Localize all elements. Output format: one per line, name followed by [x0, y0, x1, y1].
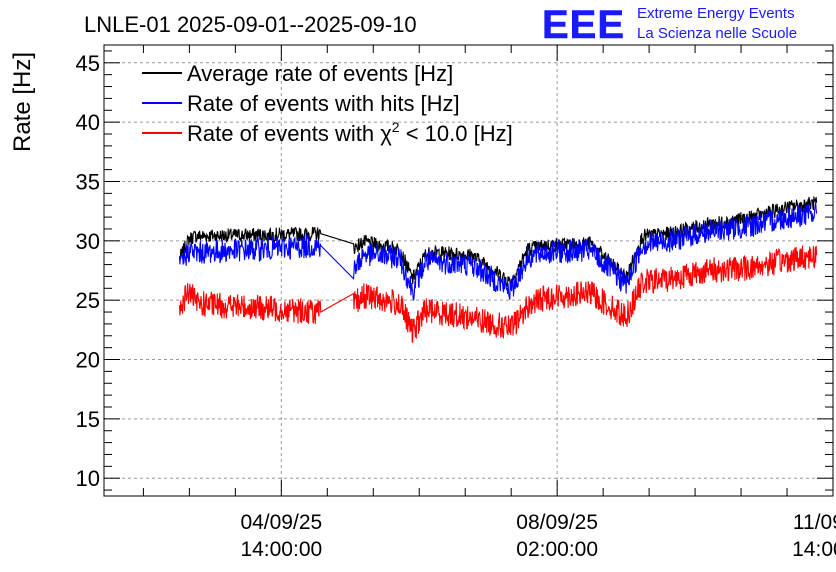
legend-chi2-suffix: < 10.0 [Hz]: [400, 121, 513, 146]
x-tick-label-date: 11/09/25: [793, 511, 836, 534]
plot-frame: [103, 44, 834, 497]
x-tick-label-time: 02:00:00: [516, 538, 598, 561]
legend-chi2-symbol: χ: [380, 121, 392, 146]
y-tick-label: 10: [76, 466, 100, 491]
legend: Average rate of events [Hz] Rate of even…: [142, 61, 513, 146]
legend-label-hits: Rate of events with hits [Hz]: [187, 91, 460, 116]
x-tick-label-date: 08/09/25: [516, 511, 598, 534]
series-line-1: [178, 202, 818, 301]
legend-chi2-prefix: Rate of events with: [187, 121, 380, 146]
y-tick-label: 35: [76, 169, 100, 194]
logo-mark: EEE: [542, 3, 625, 47]
logo-line1: Extreme Energy Events: [637, 5, 795, 22]
x-tick-label-time: 14:00:00: [240, 538, 322, 561]
legend-label-chi2: Rate of events with χ2 < 10.0 [Hz]: [187, 119, 513, 146]
legend-chi2-superscript: 2: [392, 119, 400, 135]
y-axis-title: Rate [Hz]: [9, 52, 36, 152]
grid-lines: [104, 45, 834, 496]
y-tick-label: 20: [76, 348, 100, 373]
y-tick-label: 40: [76, 110, 100, 135]
x-tick-label-time: 14:00:00: [792, 538, 836, 561]
x-axis: 04/09/25 14:00:00 08/09/25 02:00:00 11/09/25…: [142, 45, 836, 561]
x-tick-label-date: 04/09/25: [240, 511, 322, 534]
y-tick-label: 45: [76, 51, 100, 76]
logo-line2: La Scienza nelle Scuole: [637, 25, 797, 42]
series-group: [178, 196, 818, 343]
eee-logo: EEE Extreme Energy Events La Scienza nel…: [542, 3, 797, 48]
chart-title: LNLE-01 2025-09-01--2025-09-10: [84, 12, 417, 37]
legend-label-average: Average rate of events [Hz]: [187, 61, 453, 86]
series-line-2: [178, 245, 818, 343]
y-tick-label: 25: [76, 288, 100, 313]
y-tick-label: 15: [76, 407, 100, 432]
y-axis: 10 15 20 25 30 35 40 45: [76, 50, 833, 491]
y-tick-label: 30: [76, 229, 100, 254]
